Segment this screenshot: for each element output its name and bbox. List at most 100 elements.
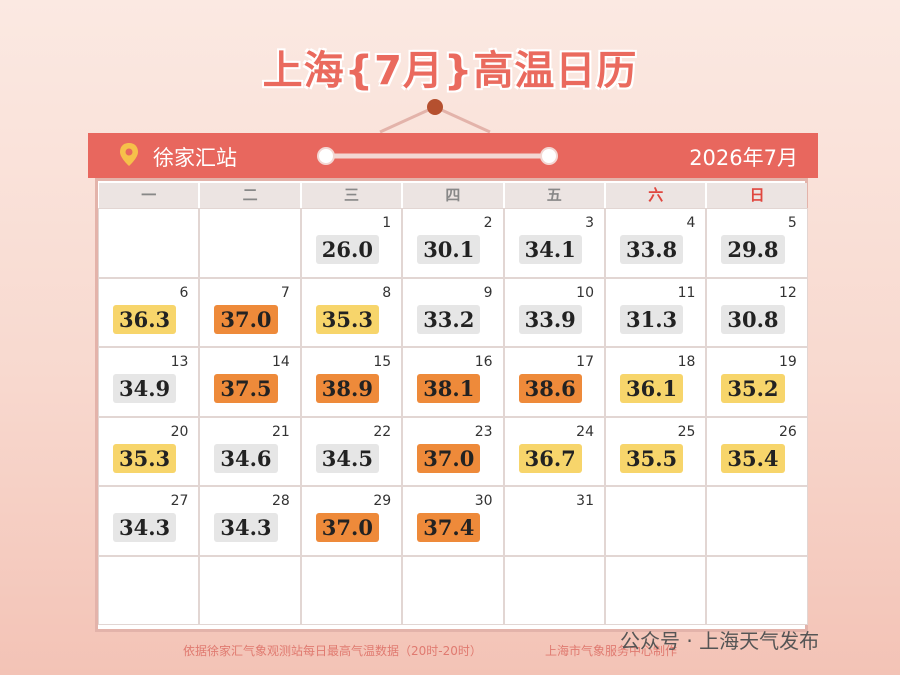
day-number: 11 [677, 284, 696, 301]
max-temp: 37.0 [315, 513, 379, 542]
day-cell: 16 38.1 [402, 347, 504, 417]
watermark: 公众号 · 上海天气发布 [620, 629, 820, 653]
weekday: 日 [707, 183, 807, 208]
max-temp: 26.0 [315, 235, 379, 264]
day-number: 12 [778, 284, 797, 301]
day-cell: 1 26.0 [300, 208, 403, 278]
day-number: 7 [280, 284, 290, 301]
day-cell [199, 208, 301, 278]
max-temp: 30.1 [417, 235, 481, 264]
weekday: 六 [606, 183, 706, 208]
day-cell: 24 36.7 [503, 416, 605, 486]
credit: 上海市气象服务中心制作 [545, 644, 678, 658]
day-number: 21 [271, 423, 290, 440]
day-cell: 27 34.3 [98, 486, 200, 556]
max-temp: 33.8 [620, 235, 684, 264]
footnote: 依据徐家汇气象观测站每日最高气温数据（20时-20时） [183, 644, 482, 658]
title: 上海{7月}高温日历 [262, 48, 638, 94]
day-cell [300, 555, 403, 625]
day-cell: 5 29.8 [706, 208, 808, 278]
max-temp: 29.8 [721, 235, 785, 264]
weekday: 四 [403, 183, 503, 208]
rod [317, 147, 558, 165]
day-number: 14 [271, 354, 290, 370]
station: 徐家汇站 [153, 146, 237, 170]
day-cell: 3 34.1 [503, 208, 605, 278]
day-cell: 4 33.8 [605, 208, 707, 278]
day-cell: 9 33.2 [402, 277, 504, 347]
day-number: 3 [585, 215, 594, 231]
max-temp: 35.4 [721, 443, 785, 473]
day-number: 24 [576, 423, 594, 440]
max-temp: 34.3 [214, 513, 278, 542]
month: 2026年7月 [689, 146, 798, 170]
day-cell [706, 486, 808, 556]
day-number: 29 [373, 493, 392, 509]
day-cell: 15 38.9 [300, 347, 403, 417]
max-temp: 35.2 [721, 374, 785, 403]
max-temp: 37.4 [417, 513, 481, 542]
day-cell: 28 34.3 [199, 486, 301, 556]
max-temp: 34.3 [113, 513, 177, 542]
max-temp: 33.2 [417, 304, 481, 334]
max-temp: 34.1 [518, 235, 582, 264]
day-cell [98, 555, 200, 625]
day-cell [706, 555, 808, 625]
day-number: 4 [686, 215, 696, 231]
max-temp: 35.5 [620, 443, 684, 473]
day-number: 1 [382, 215, 392, 231]
day-cell: 31 [503, 486, 605, 556]
weekday: 二 [200, 183, 300, 208]
max-temp: 38.9 [315, 374, 379, 403]
max-temp: 33.9 [518, 304, 582, 334]
day-cell: 18 36.1 [605, 347, 707, 417]
day-number: 30 [474, 493, 493, 509]
day-cell: 13 34.9 [98, 347, 200, 417]
day-number: 27 [170, 493, 189, 509]
day-cell: 11 31.3 [605, 277, 707, 347]
day-cell [605, 555, 707, 625]
day-number: 19 [778, 354, 797, 370]
day-number: 10 [576, 284, 594, 301]
day-cell [98, 208, 200, 278]
day-cell: 8 35.3 [300, 277, 403, 347]
day-number: 6 [179, 284, 189, 301]
max-temp: 35.3 [315, 304, 379, 334]
day-number: 31 [576, 493, 594, 509]
day-number: 16 [474, 354, 493, 370]
max-temp: 35.3 [113, 443, 177, 473]
max-temp: 36.1 [620, 374, 684, 403]
day-cell: 30 37.4 [402, 486, 504, 556]
day-cell: 7 37.0 [199, 277, 301, 347]
max-temp: 34.6 [214, 443, 278, 473]
day-cell: 10 33.9 [503, 277, 605, 347]
day-number: 28 [271, 493, 290, 509]
weekday: 一 [99, 183, 199, 208]
weekday: 三 [301, 183, 402, 208]
day-number: 9 [483, 284, 493, 301]
max-temp: 37.0 [417, 443, 481, 473]
max-temp: 36.3 [113, 304, 177, 334]
day-cell: 26 35.4 [706, 416, 808, 486]
day-cell: 20 35.3 [98, 416, 200, 486]
day-cell: 29 37.0 [300, 486, 403, 556]
day-number: 13 [170, 354, 189, 370]
hanger [379, 99, 491, 134]
day-cell: 17 38.6 [503, 347, 605, 417]
day-number: 25 [677, 423, 696, 440]
day-number: 2 [483, 215, 493, 231]
max-temp: 37.5 [214, 374, 278, 403]
max-temp: 34.9 [113, 374, 177, 403]
max-temp: 31.3 [620, 304, 684, 334]
day-number: 5 [787, 215, 797, 231]
day-cell: 14 37.5 [199, 347, 301, 417]
day-number: 22 [373, 423, 392, 440]
day-number: 18 [677, 354, 696, 370]
day-cell: 12 30.8 [706, 277, 808, 347]
day-cell [605, 486, 707, 556]
day-cell [402, 555, 504, 625]
location-icon [120, 143, 138, 166]
day-cell [199, 555, 301, 625]
day-cell: 6 36.3 [98, 277, 200, 347]
